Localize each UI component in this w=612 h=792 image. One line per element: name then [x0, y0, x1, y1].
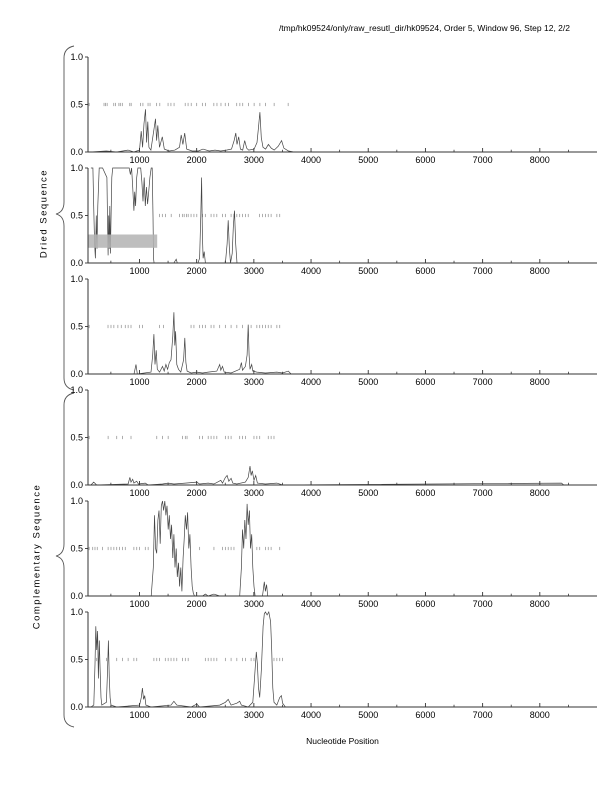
- x-tick-label: 1000: [129, 155, 149, 165]
- page-title: /tmp/hk09524/only/raw_resutl_dir/hk09524…: [278, 23, 570, 33]
- x-tick-label: 8000: [530, 710, 550, 720]
- x-tick-label: 5000: [358, 377, 378, 387]
- x-tick-label: 8000: [530, 266, 550, 276]
- x-tick-label: 6000: [415, 710, 435, 720]
- y-tick-label: 0.5: [70, 322, 83, 332]
- x-tick-label: 4000: [301, 599, 321, 609]
- x-tick-label: 3000: [244, 710, 264, 720]
- x-tick-label: 5000: [358, 599, 378, 609]
- subplot-1: 1000 2000 3000 4000 5000 6000 7000 8000 0.0 0.5 1.…: [58, 52, 612, 168]
- x-tick-label: 2000: [187, 377, 207, 387]
- x-tick-label: 3000: [244, 155, 264, 165]
- subplot-5: 1000 2000 3000 4000 5000 6000 7000 8000 0.0 0.5 1.…: [58, 496, 612, 612]
- x-tick-label: 6000: [415, 488, 435, 498]
- x-tick-label: 4000: [301, 488, 321, 498]
- y-tick-label: 1.0: [70, 607, 83, 617]
- y-tick-label: 0.0: [70, 591, 83, 601]
- sequence-line: [90, 465, 569, 486]
- x-tick-label: 6000: [415, 599, 435, 609]
- x-tick-label: 3000: [244, 377, 264, 387]
- highlight-region: [88, 234, 158, 248]
- subplot-4: 1000 2000 3000 4000 5000 6000 7000 8000 0.0 0.5 1.…: [58, 385, 612, 501]
- x-tick-label: 3000: [244, 599, 264, 609]
- sequence-line: [90, 312, 569, 375]
- x-tick-label: 4000: [301, 266, 321, 276]
- dried-seq-2-plot: 1000 2000 3000 4000 5000 6000 7000 8000 0.0 0.5 1.…: [70, 163, 597, 276]
- x-tick-label: 7000: [473, 488, 493, 498]
- comp-seq-2-plot: 1000 2000 3000 4000 5000 6000 7000 8000 0.0 0.5 1.…: [70, 496, 597, 609]
- x-tick-label: 5000: [358, 710, 378, 720]
- y-tick-label: 0.0: [70, 480, 83, 490]
- y-tick-label: 0.5: [70, 211, 83, 221]
- x-tick-label: 3000: [244, 266, 264, 276]
- y-tick-label: 1.0: [70, 52, 83, 62]
- x-tick-label: 7000: [473, 710, 493, 720]
- subplot-6: 1000 2000 3000 4000 5000 6000 7000 8000 0.0 0.5 1.…: [58, 607, 612, 723]
- x-axis-label: Nucleotide Position: [306, 736, 379, 746]
- comp-seq-1-plot: 1000 2000 3000 4000 5000 6000 7000 8000 0.0 0.5 1.…: [70, 385, 597, 498]
- x-tick-label: 7000: [473, 599, 493, 609]
- y-tick-label: 0.0: [70, 147, 83, 157]
- sequence-line: [90, 109, 569, 153]
- x-tick-label: 4000: [301, 710, 321, 720]
- x-tick-label: 2000: [187, 266, 207, 276]
- y-tick-label: 0.5: [70, 655, 83, 665]
- y-tick-label: 0.0: [70, 258, 83, 268]
- x-tick-label: 7000: [473, 377, 493, 387]
- comp-seq-3-plot: 1000 2000 3000 4000 5000 6000 7000 8000 0.0 0.5 1.…: [70, 607, 597, 720]
- x-tick-label: 5000: [358, 488, 378, 498]
- x-tick-label: 8000: [530, 488, 550, 498]
- group-label-dried-sequence: Dried Sequence: [38, 168, 50, 259]
- x-tick-label: 6000: [415, 266, 435, 276]
- x-tick-label: 1000: [129, 377, 149, 387]
- x-tick-label: 4000: [301, 155, 321, 165]
- x-tick-label: 1000: [129, 488, 149, 498]
- x-tick-label: 8000: [530, 155, 550, 165]
- y-tick-label: 1.0: [70, 496, 83, 506]
- x-tick-label: 2000: [187, 488, 207, 498]
- x-tick-label: 8000: [530, 377, 550, 387]
- x-tick-label: 7000: [473, 266, 493, 276]
- x-tick-label: 6000: [415, 377, 435, 387]
- x-tick-label: 2000: [187, 155, 207, 165]
- subplot-3: 1000 2000 3000 4000 5000 6000 7000 8000 0.0 0.5 1.…: [58, 274, 612, 390]
- y-tick-label: 0.5: [70, 100, 83, 110]
- y-tick-label: 0.0: [70, 369, 83, 379]
- y-tick-label: 0.5: [70, 433, 83, 443]
- y-tick-label: 0.0: [70, 702, 83, 712]
- y-tick-label: 1.0: [70, 385, 83, 395]
- dried-seq-1-plot: 1000 2000 3000 4000 5000 6000 7000 8000 0.0 0.5 1.…: [70, 52, 597, 165]
- subplot-2: 1000 2000 3000 4000 5000 6000 7000 8000 0.0 0.5 1.…: [58, 163, 612, 279]
- x-tick-label: 3000: [244, 488, 264, 498]
- y-tick-label: 1.0: [70, 163, 83, 173]
- y-tick-label: 1.0: [70, 274, 83, 284]
- x-tick-label: 4000: [301, 377, 321, 387]
- x-tick-label: 6000: [415, 155, 435, 165]
- sequence-line: [90, 500, 569, 597]
- x-tick-label: 1000: [129, 599, 149, 609]
- x-tick-label: 5000: [358, 155, 378, 165]
- x-tick-label: 8000: [530, 599, 550, 609]
- x-tick-label: 2000: [187, 710, 207, 720]
- y-tick-label: 0.5: [70, 544, 83, 554]
- x-tick-label: 1000: [129, 266, 149, 276]
- dried-seq-3-plot: 1000 2000 3000 4000 5000 6000 7000 8000 0.0 0.5 1.…: [70, 274, 597, 387]
- x-tick-label: 7000: [473, 155, 493, 165]
- x-tick-label: 5000: [358, 266, 378, 276]
- sequence-line: [90, 611, 569, 708]
- group-label-complementary-sequence: Complementary Sequence: [31, 483, 43, 630]
- x-tick-label: 1000: [129, 710, 149, 720]
- x-tick-label: 2000: [187, 599, 207, 609]
